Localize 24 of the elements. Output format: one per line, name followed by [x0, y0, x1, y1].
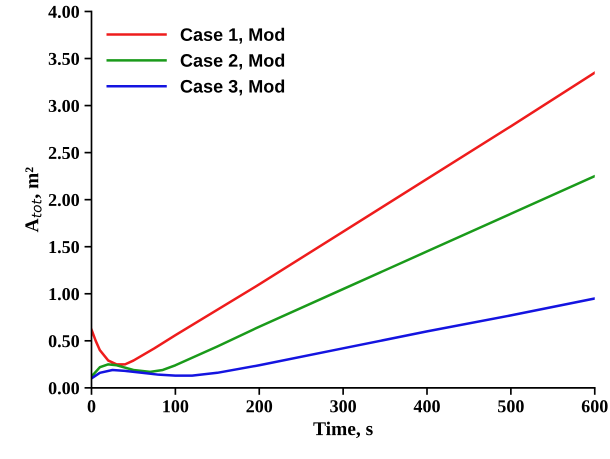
legend-label: Case 1, Mod: [180, 28, 284, 44]
x-tick-label: 400: [414, 400, 440, 412]
line-series: [92, 297, 595, 380]
y-tick-label: 0.50: [48, 335, 80, 348]
x-tick-label: 200: [246, 400, 272, 412]
legend-label: Case 3, Mod: [180, 79, 284, 96]
y-axis-title: A$_{tot}$, m²: [25, 167, 42, 232]
x-axis-title: Time, s: [313, 422, 373, 438]
legend-label: Case 2, Mod: [180, 54, 284, 70]
x-tick-label: 100: [163, 400, 188, 412]
x-tick-label: 500: [498, 400, 524, 412]
y-tick-label: 1.50: [50, 240, 80, 254]
y-tick-label: 0.00: [48, 382, 80, 394]
y-tick-label: 2.00: [48, 194, 80, 206]
y-tick-label: 1.00: [50, 288, 80, 300]
x-tick-label: 300: [330, 400, 356, 412]
line-series: [92, 71, 595, 366]
y-tick-label: 2.50: [48, 146, 80, 160]
y-tick-label: 3.00: [48, 100, 80, 112]
line-series: [92, 174, 595, 378]
x-tick-label: 600: [582, 400, 608, 412]
y-tick-label: 3.50: [48, 52, 80, 66]
x-tick-label: 0: [88, 400, 96, 412]
y-tick-label: 4.00: [48, 6, 80, 18]
